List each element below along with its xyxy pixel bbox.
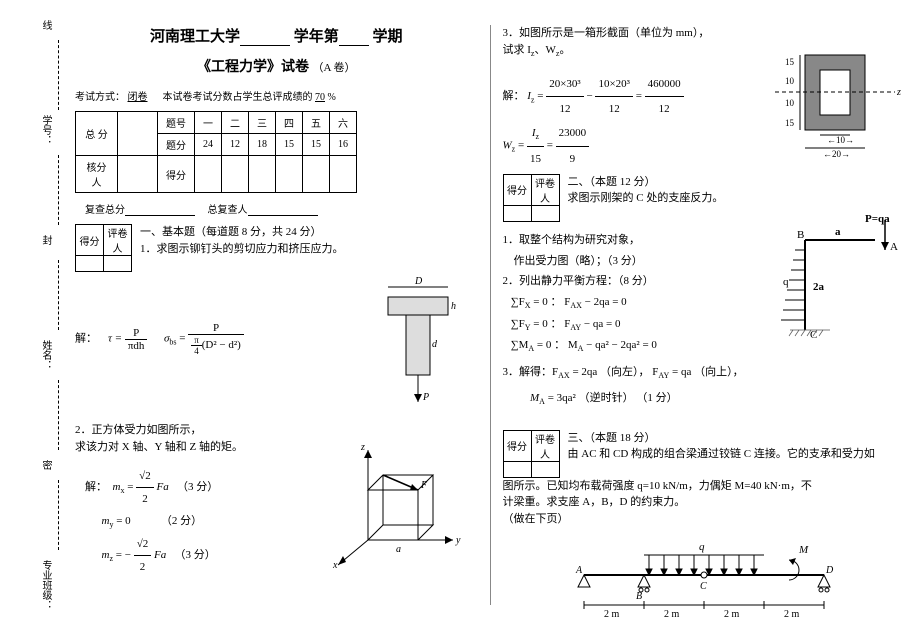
svg-text:15: 15	[785, 118, 795, 128]
sidebar-feng: 封	[38, 235, 53, 245]
method-val: 闭卷	[128, 92, 148, 103]
variant: （A 卷）	[312, 62, 355, 74]
q3-figure: z 15 10 10 15 ←10→ ←20→	[765, 40, 905, 160]
svg-text:x: x	[332, 560, 338, 570]
q4-section: 二、（本题 12 分）	[503, 174, 906, 191]
checker-label: 核分人	[76, 156, 118, 193]
svg-text:D: D	[825, 565, 834, 576]
total-label: 总 分	[76, 112, 118, 156]
svg-text:2 m: 2 m	[604, 609, 620, 620]
svg-text:←20→: ←20→	[823, 149, 850, 159]
weight-val: 70	[315, 92, 325, 103]
svg-text:P=qa: P=qa	[865, 213, 890, 225]
mini-score-2: 得分评卷人	[503, 174, 560, 222]
svg-text:d: d	[432, 339, 438, 350]
svg-text:C: C	[700, 581, 707, 592]
svg-text:q: q	[699, 541, 705, 553]
svg-text:A: A	[890, 241, 898, 253]
method-label: 考试方式：	[75, 92, 125, 103]
svg-text:D: D	[414, 276, 423, 287]
subtitle: 《工程力学》试卷 （A 卷）	[75, 56, 478, 76]
mini-score-3: 得分评卷人	[503, 430, 560, 478]
vline	[58, 40, 59, 110]
svg-text:z: z	[896, 87, 901, 98]
score-table: 总 分 题号 一 二 三 四 五 六 题分 24 12 18 15 15 16 …	[75, 111, 357, 193]
q1-text: 1．求图示铆钉头的剪切应力和挤压应力。	[75, 241, 478, 258]
sidebar-id: 学号：	[38, 115, 53, 145]
svg-text:F: F	[420, 480, 428, 491]
q5-figure: q M A B C D 2 m 2 m 2 m 2 m	[564, 535, 844, 625]
vline	[58, 155, 59, 225]
q1-section: 一、基本题（每道题 8 分，共 24 分）	[75, 224, 478, 241]
univ: 河南理工大学	[150, 29, 240, 45]
mini-score-1: 得分评卷人	[75, 224, 132, 272]
svg-text:z: z	[360, 442, 365, 453]
vline	[58, 260, 59, 330]
svg-text:y: y	[455, 535, 461, 546]
exam-meta: 考试方式： 闭卷 本试卷考试分数占学生总评成绩的 70 %	[75, 88, 478, 103]
term-suf: 学期	[373, 29, 403, 45]
title: 河南理工大学 学年第 学期	[75, 25, 478, 46]
course: 《工程力学》试卷	[197, 60, 309, 75]
q2: 2．正方体受力如图所示， 求该力对 X 轴、Y 轴和 Z 轴的矩。 解： mx …	[75, 422, 478, 565]
year-suf: 学年第	[294, 29, 339, 45]
svg-text:15: 15	[785, 57, 795, 67]
svg-text:2 m: 2 m	[724, 609, 740, 620]
q5-section: 三、（本题 18 分）	[503, 430, 906, 447]
svg-text:←10→: ←10→	[827, 135, 854, 145]
svg-text:B: B	[797, 229, 804, 241]
left-column: 河南理工大学 学年第 学期 《工程力学》试卷 （A 卷） 考试方式： 闭卷 本试…	[75, 25, 478, 625]
svg-text:h: h	[451, 301, 456, 312]
svg-text:B: B	[636, 591, 642, 602]
right-column: 3．如图所示是一箱形截面（单位为 mm）， 试求 Iz、Wz。 解： Iz = …	[503, 25, 906, 625]
svg-text:q: q	[783, 276, 789, 288]
score-label: 得分	[158, 156, 195, 193]
vline	[58, 480, 59, 550]
svg-text:2 m: 2 m	[784, 609, 800, 620]
sidebar-mi: 密	[38, 460, 53, 470]
q1-figure: D h d P	[378, 272, 458, 412]
th-num: 题号	[158, 112, 195, 134]
sidebar-name: 姓名：	[38, 340, 53, 370]
sidebar-xian: 线	[38, 20, 53, 30]
review-row: 复查总分 总复查人	[75, 201, 478, 216]
vline	[58, 380, 59, 450]
q4-figure: B a P=qa A q 2a C	[775, 210, 905, 360]
weight-suf: %	[328, 92, 336, 103]
points-label: 题分	[158, 134, 195, 156]
svg-text:A: A	[575, 565, 583, 576]
q4: 1．取整个结构为研究对象， 作出受力图（略）；（3 分） 2．列出静力平衡方程：…	[503, 230, 906, 430]
svg-text:10: 10	[785, 76, 795, 86]
q3: 3．如图所示是一箱形截面（单位为 mm）， 试求 Iz、Wz。 解： Iz = …	[503, 25, 906, 160]
sidebar-class: 专业班级：	[38, 560, 53, 610]
svg-text:M: M	[798, 544, 809, 556]
svg-text:2 m: 2 m	[664, 609, 680, 620]
svg-text:a: a	[396, 544, 401, 555]
review-left: 复查总分	[85, 205, 125, 216]
svg-text:P: P	[422, 392, 429, 403]
column-divider	[490, 25, 491, 605]
q2-figure: x y z F a	[328, 440, 468, 570]
q1-formula: 解： τ = Pπdh σbs = P π4(D² − d²)	[75, 322, 244, 356]
svg-text:10: 10	[785, 98, 795, 108]
review-right: 总复查人	[208, 205, 248, 216]
weight-label: 本试卷考试分数占学生总评成绩的	[163, 92, 313, 103]
svg-text:2a: 2a	[813, 281, 825, 293]
svg-text:a: a	[835, 226, 841, 238]
q4-text: 求图示刚架的 C 处的支座反力。	[503, 190, 906, 207]
